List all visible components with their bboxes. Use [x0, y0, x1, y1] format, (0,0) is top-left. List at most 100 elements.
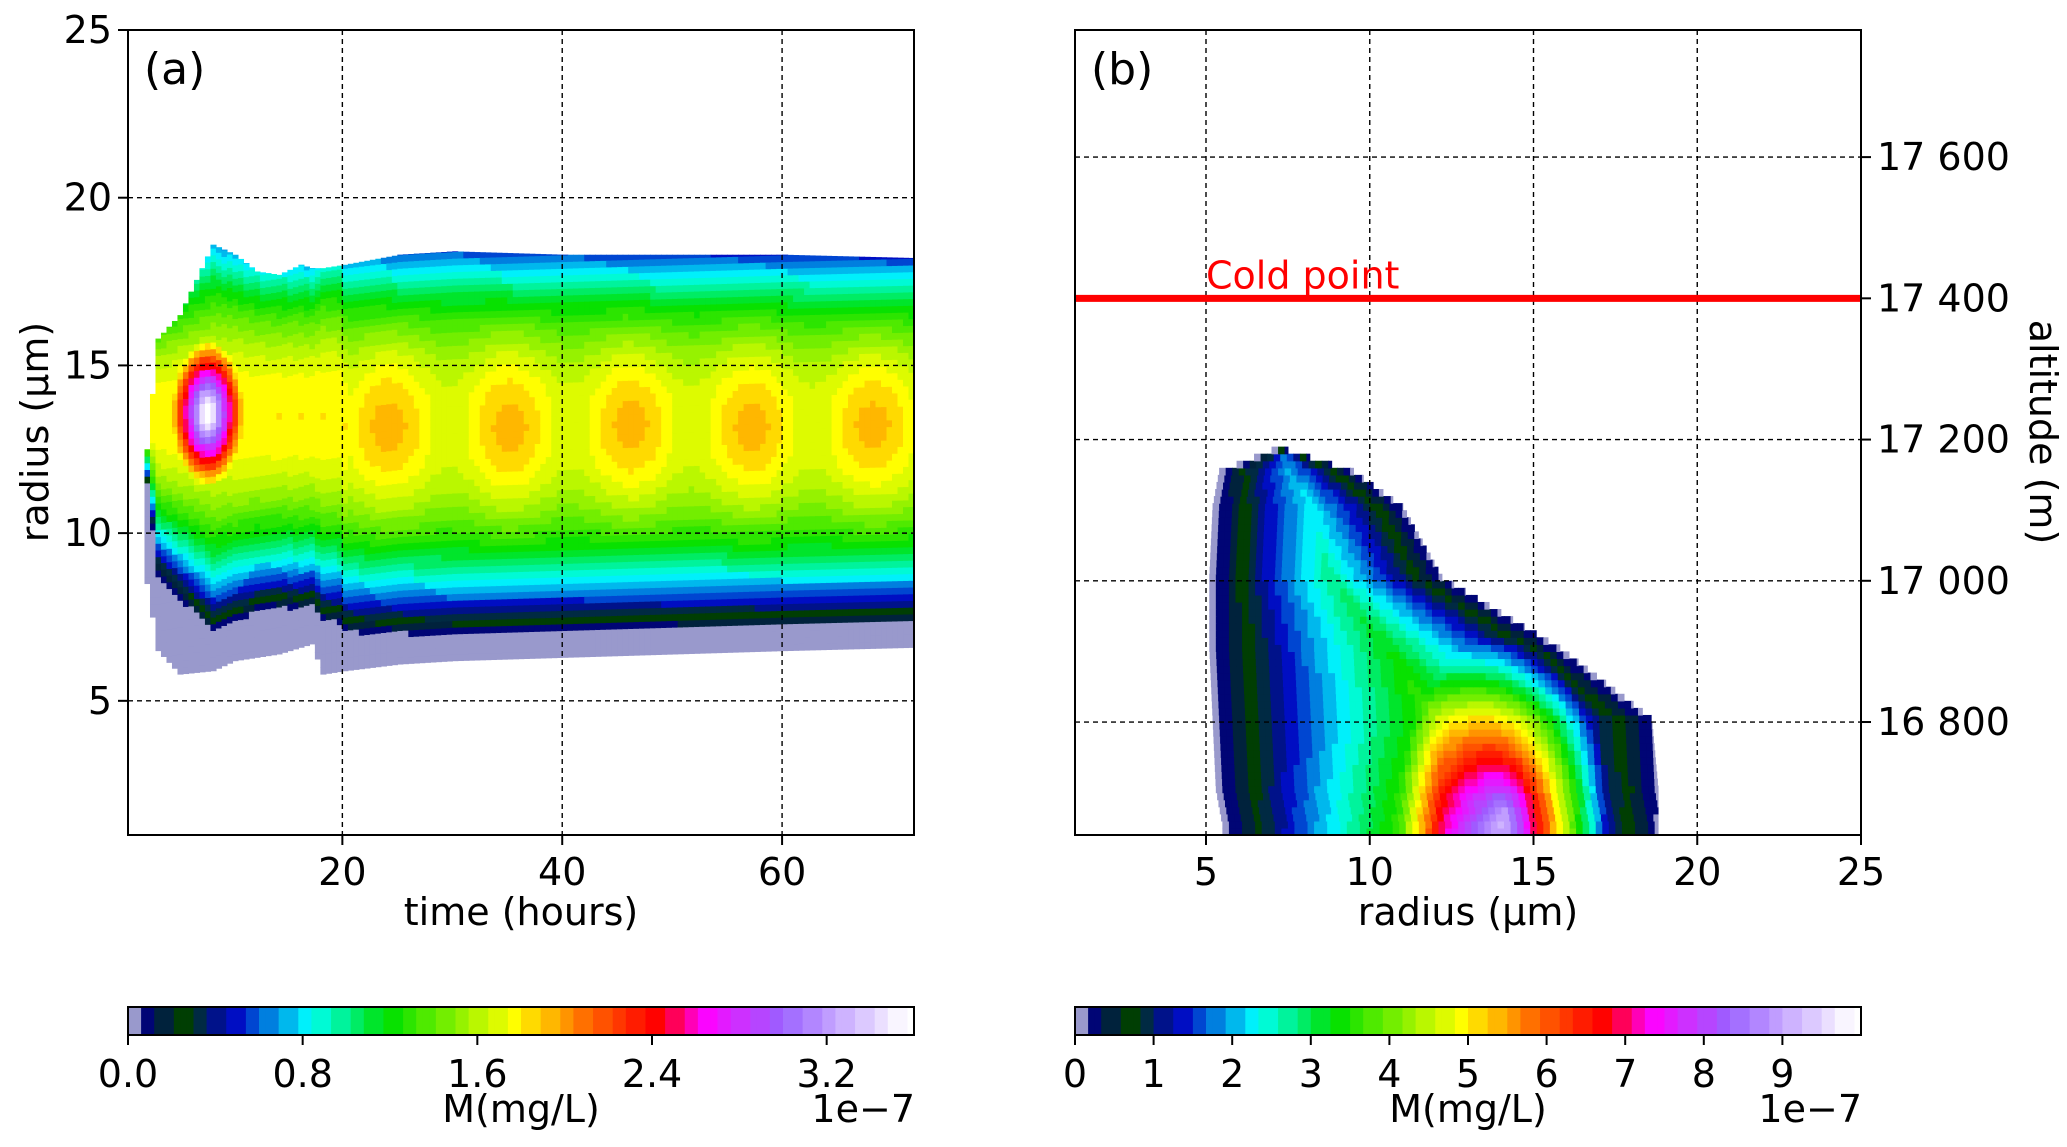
heatmap-a-cell — [182, 478, 190, 487]
heatmap-a-cell — [358, 614, 365, 623]
heatmap-a-cell — [188, 357, 195, 365]
heatmap-a-cell — [391, 443, 398, 451]
heatmap-a-cell — [314, 564, 321, 573]
heatmap-a-cell — [402, 596, 409, 604]
heatmap-a-cell — [320, 398, 327, 407]
heatmap-a-cell — [600, 381, 607, 389]
heatmap-a-cell — [573, 274, 580, 282]
heatmap-a-cell — [512, 457, 519, 465]
heatmap-a-cell — [369, 405, 376, 413]
heatmap-a-cell — [188, 659, 195, 667]
heatmap-a-cell — [441, 386, 448, 394]
heatmap-a-cell — [523, 591, 530, 599]
heatmap-a-cell — [375, 492, 382, 500]
heatmap-a-cell — [199, 343, 206, 351]
heatmap-a-cell — [292, 300, 299, 308]
heatmap-a-cell — [204, 624, 212, 632]
heatmap-a-cell — [545, 362, 552, 370]
heatmap-a-cell — [215, 312, 223, 320]
heatmap-a-cell — [600, 374, 607, 382]
heatmap-a-cell — [545, 550, 552, 558]
heatmap-a-cell — [573, 643, 580, 651]
heatmap-a-cell — [375, 579, 382, 587]
heatmap-a-cell — [419, 307, 426, 315]
heatmap-a-cell — [364, 506, 371, 515]
heatmap-a-cell — [380, 263, 387, 271]
heatmap-a-cell — [325, 478, 332, 486]
heatmap-a-cell — [358, 534, 365, 542]
heatmap-a-cell — [204, 302, 212, 310]
heatmap-a-cell — [188, 558, 195, 567]
heatmap-a-cell — [413, 589, 420, 597]
heatmap-a-cell — [474, 384, 481, 393]
heatmap-a-cell — [452, 600, 459, 608]
heatmap-a-cell — [182, 458, 190, 467]
heatmap-a-cell — [199, 597, 206, 606]
heatmap-a-cell — [551, 422, 558, 431]
heatmap-a-cell — [166, 588, 173, 596]
heatmap-a-cell — [215, 466, 223, 475]
heatmap-a-cell — [265, 628, 272, 637]
heatmap-a-cell — [237, 599, 245, 607]
heatmap-a-cell — [606, 447, 613, 456]
heatmap-a-cell — [320, 365, 327, 373]
heatmap-a-cell — [589, 347, 596, 356]
heatmap-a-cell — [182, 579, 190, 587]
heatmap-a-cell — [578, 368, 585, 376]
heatmap-a-cell — [413, 495, 420, 503]
heatmap-a-cell — [501, 558, 508, 566]
heatmap-a-cell — [402, 542, 409, 551]
heatmap-a-cell — [232, 633, 239, 642]
heatmap-a-cell — [578, 623, 585, 631]
heatmap-a-cell — [364, 366, 371, 374]
heatmap-a-cell — [589, 435, 596, 443]
heatmap-a-cell — [413, 253, 420, 255]
heatmap-a-cell — [556, 295, 563, 303]
heatmap-a-cell — [435, 547, 442, 555]
heatmap-a-cell — [155, 395, 162, 403]
heatmap-a-cell — [353, 400, 360, 409]
heatmap-a-cell — [314, 484, 321, 492]
heatmap-a-cell — [518, 517, 525, 526]
heatmap-a-cell — [441, 419, 448, 428]
heatmap-a-cell — [171, 520, 179, 528]
heatmap-a-cell — [490, 464, 497, 473]
heatmap-a-cell — [584, 495, 591, 503]
heatmap-a-cell — [221, 430, 228, 439]
heatmap-a-cell — [463, 620, 470, 628]
heatmap-a-cell — [320, 533, 327, 541]
heatmap-a-cell — [468, 478, 475, 487]
heatmap-a-cell — [490, 337, 497, 345]
heatmap-a-cell — [265, 346, 272, 355]
heatmap-a-cell — [457, 620, 464, 628]
heatmap-a-cell — [501, 498, 508, 506]
heatmap-a-cell — [424, 467, 431, 476]
heatmap-a-cell — [204, 604, 212, 612]
heatmap-a-cell — [254, 402, 261, 410]
heatmap-a-cell — [518, 437, 525, 445]
heatmap-a-cell — [567, 509, 574, 517]
heatmap-a-cell — [479, 498, 486, 507]
heatmap-a-cell — [248, 557, 256, 565]
heatmap-a-cell — [606, 474, 613, 483]
heatmap-a-cell — [567, 388, 574, 397]
heatmap-a-cell — [254, 603, 261, 611]
heatmap-a-cell — [298, 640, 305, 648]
heatmap-a-cell — [171, 426, 179, 434]
heatmap-a-cell — [523, 403, 530, 411]
heatmap-a-cell — [386, 504, 393, 512]
heatmap-a-cell — [595, 314, 602, 322]
heatmap-a-cell — [237, 297, 245, 305]
heatmap-a-cell — [336, 470, 343, 478]
heatmap-a-cell — [303, 564, 310, 573]
heatmap-a-cell — [600, 387, 607, 396]
heatmap-a-cell — [358, 581, 365, 589]
heatmap-a-cell — [237, 606, 245, 614]
heatmap-a-cell — [182, 338, 190, 346]
heatmap-a-cell — [567, 643, 574, 651]
heatmap-a-cell — [479, 371, 486, 379]
heatmap-a-cell — [232, 405, 239, 413]
heatmap-a-cell — [336, 268, 343, 277]
heatmap-a-cell — [545, 288, 552, 297]
heatmap-a-cell — [562, 254, 569, 263]
